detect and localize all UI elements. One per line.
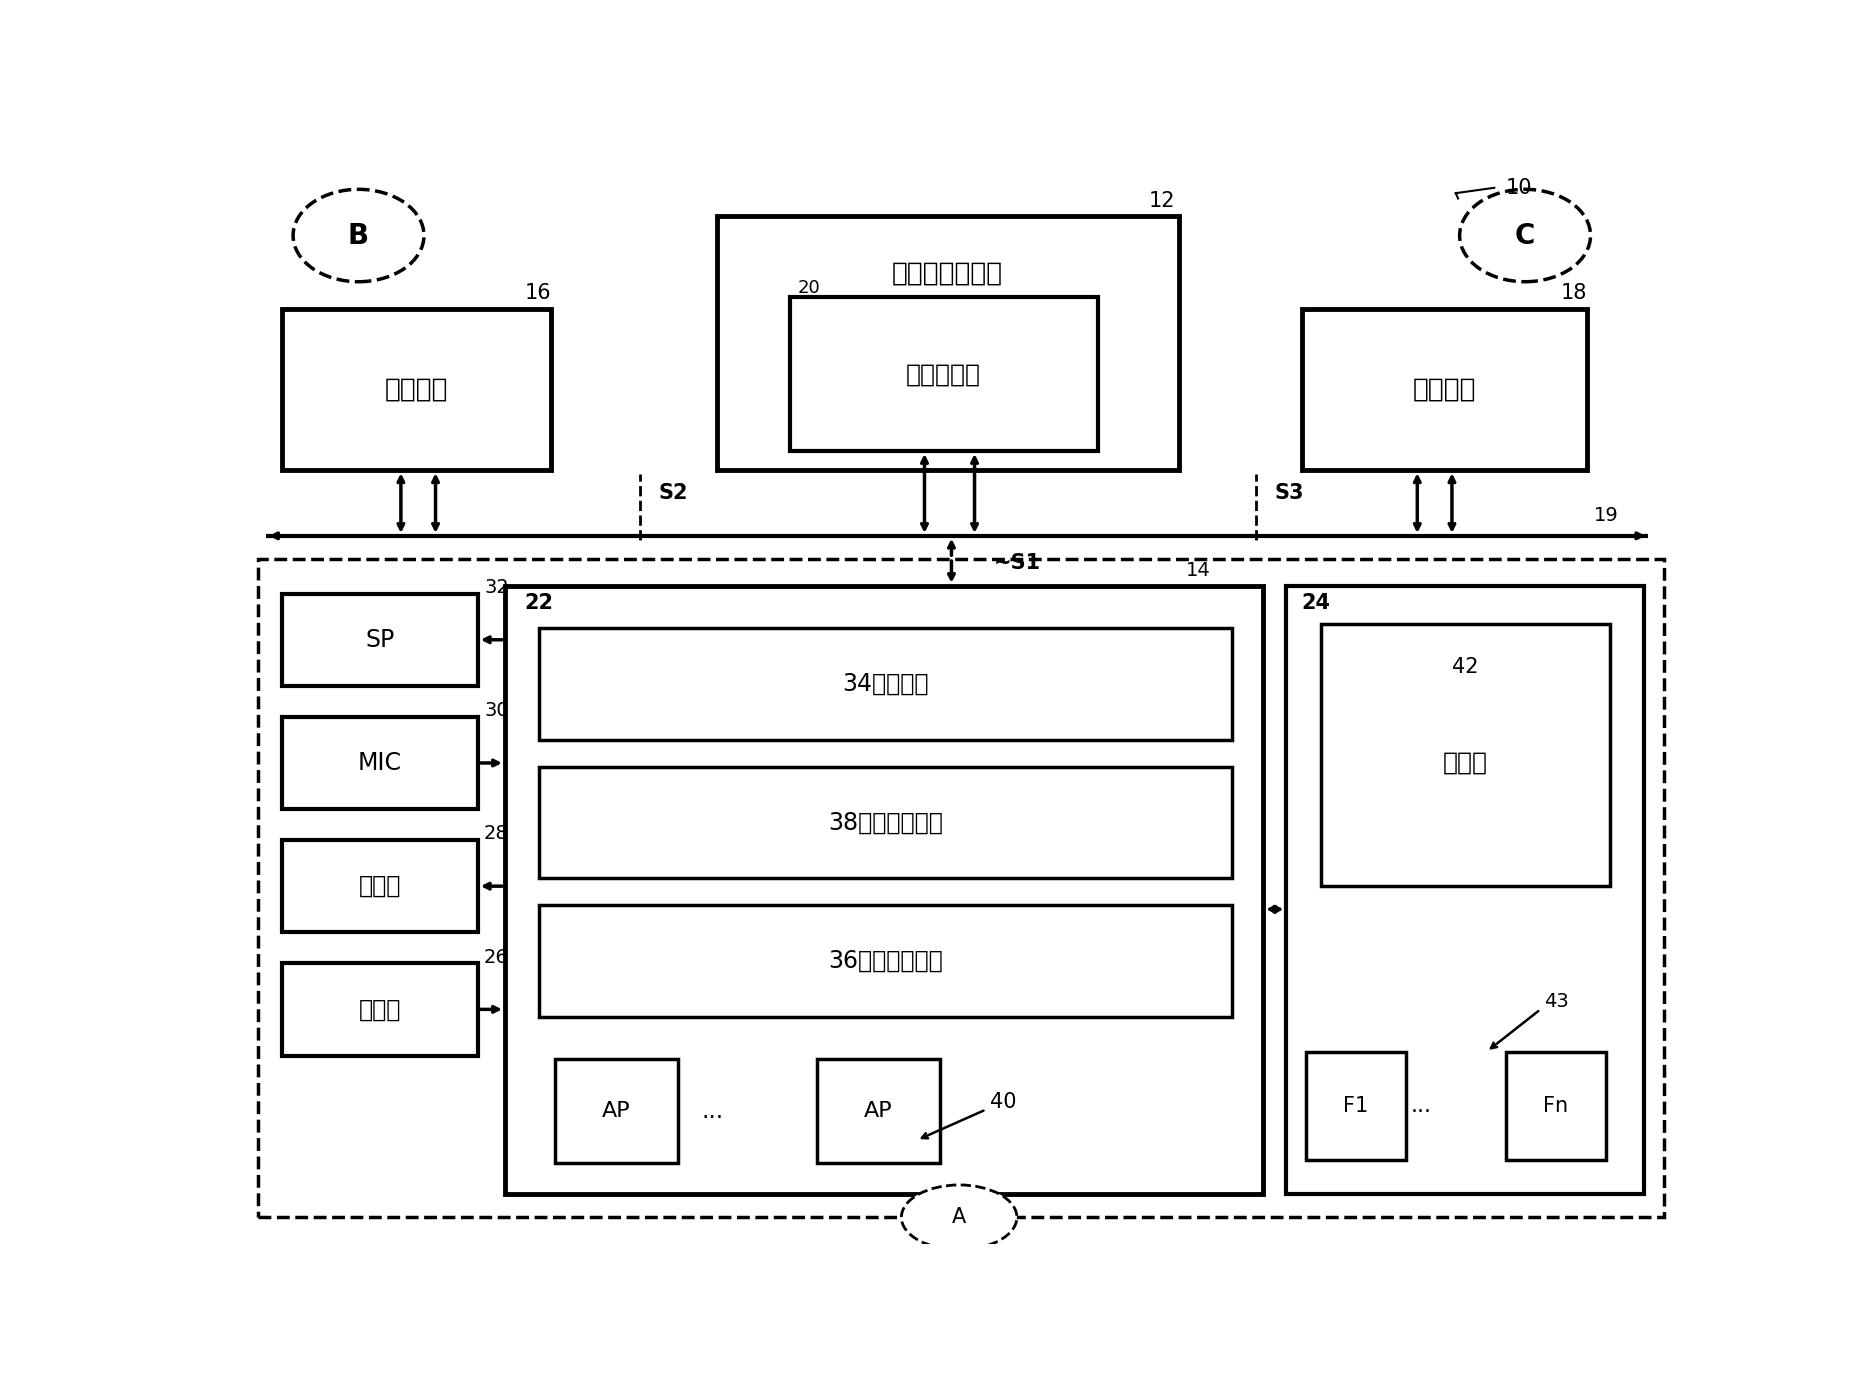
Text: MIC: MIC [358,751,401,774]
Text: 40: 40 [991,1092,1017,1111]
Text: 20: 20 [797,278,820,296]
Text: AP: AP [602,1102,630,1121]
Text: 19: 19 [1593,506,1619,524]
Ellipse shape [293,189,424,282]
Text: SP: SP [366,628,394,651]
Bar [790,298,1097,452]
Bar [1287,586,1645,1194]
Ellipse shape [900,1186,1017,1250]
Text: 10: 10 [1506,178,1533,197]
Text: 显示器: 显示器 [358,874,401,898]
Text: 终端装置: 终端装置 [385,376,448,403]
Text: 18: 18 [1561,284,1587,303]
Ellipse shape [1460,189,1591,282]
Text: S3: S3 [1276,484,1304,503]
Bar [816,1060,940,1163]
Text: 22: 22 [523,593,553,612]
Text: 26: 26 [484,948,508,966]
Text: F1: F1 [1343,1096,1368,1116]
Text: A: A [951,1208,966,1227]
Bar [555,1060,677,1163]
Bar [505,586,1263,1194]
Bar [1506,1051,1606,1159]
Text: 36：限刺管理部: 36：限刺管理部 [829,949,944,973]
Text: 43: 43 [1544,993,1568,1011]
Bar [717,217,1178,470]
Bar [281,717,478,809]
Bar [281,963,478,1055]
Text: 12: 12 [1148,192,1174,211]
Bar [540,628,1233,740]
Text: 图像传送部: 图像传送部 [906,362,981,386]
Text: 42: 42 [1452,657,1478,677]
Text: Fn: Fn [1544,1096,1568,1116]
Bar [540,906,1233,1018]
Text: C: C [1516,221,1535,249]
Bar [281,840,478,932]
Text: 24: 24 [1302,593,1330,612]
Bar [1321,625,1610,886]
Text: AP: AP [865,1102,893,1121]
Bar [540,768,1233,878]
Bar [1302,309,1587,470]
Text: 16: 16 [525,284,552,303]
Text: 输入器: 输入器 [358,997,401,1022]
Text: 34：通信部: 34：通信部 [842,672,929,696]
Text: 管理表: 管理表 [1443,751,1488,774]
Bar [281,594,478,686]
Text: 在线会议服务器: 在线会议服务器 [891,261,1004,287]
Text: 14: 14 [1186,561,1212,580]
Bar [281,309,552,470]
Text: ~S1: ~S1 [994,552,1041,573]
Text: 终端装置: 终端装置 [1413,376,1476,403]
Text: 30: 30 [484,702,508,720]
Text: ...: ... [702,1099,724,1123]
Text: S2: S2 [658,484,688,503]
Text: ...: ... [1411,1096,1431,1116]
Bar [1306,1051,1405,1159]
Text: 32: 32 [484,577,508,597]
Text: 28: 28 [484,825,508,843]
Text: 38：共享限刺部: 38：共享限刺部 [829,811,944,835]
Bar [259,559,1664,1218]
Text: B: B [347,221,370,249]
